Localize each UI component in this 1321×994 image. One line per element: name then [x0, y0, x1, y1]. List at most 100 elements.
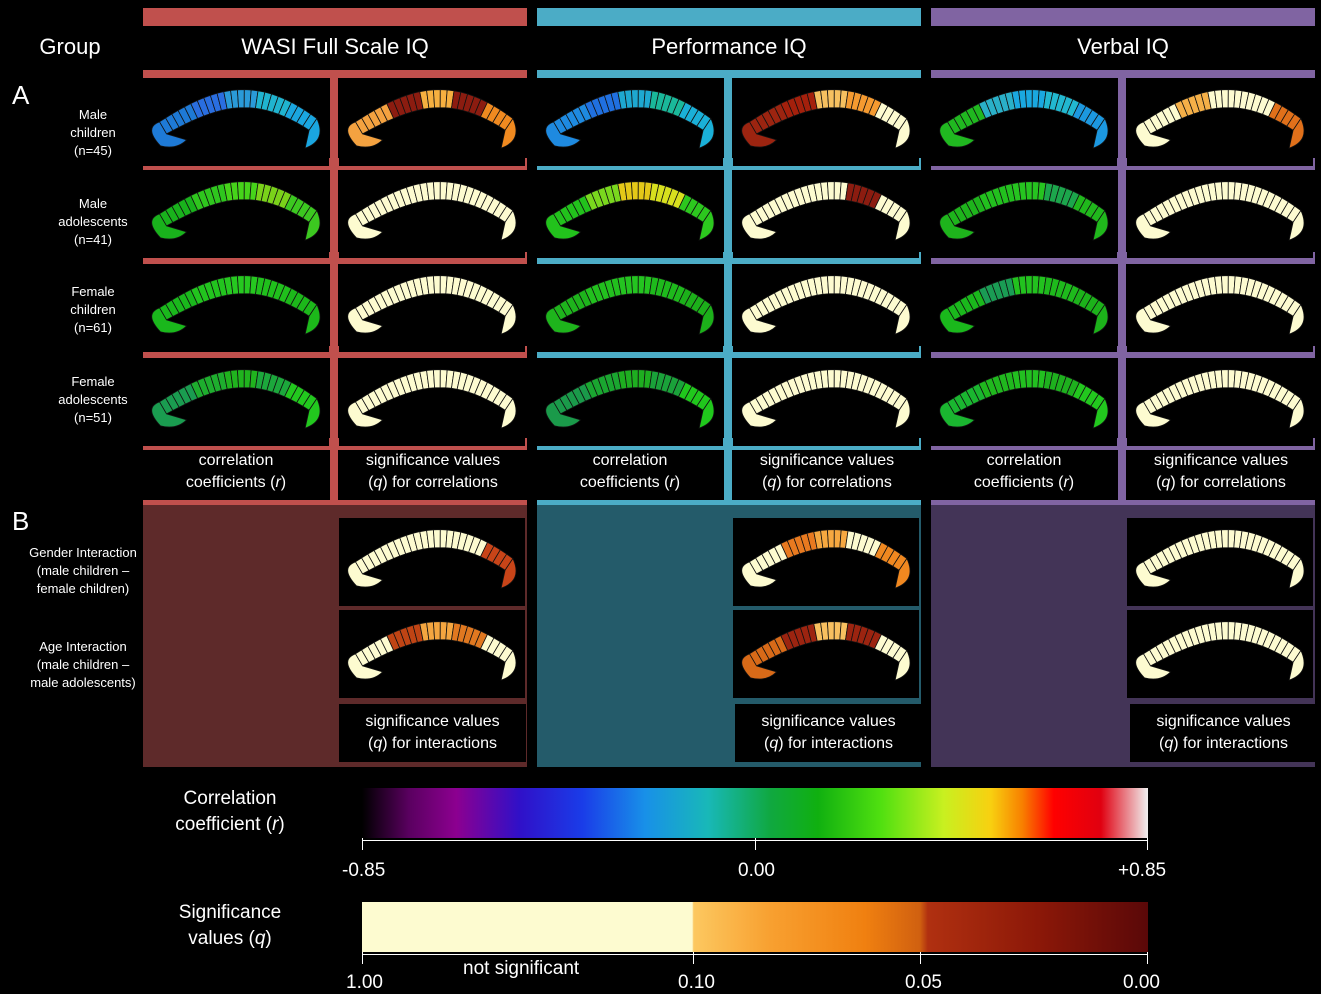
callosum-map-svg [545, 89, 715, 149]
callosum-map-svg [347, 181, 517, 241]
age-interaction-map [1127, 610, 1313, 698]
caption-text: ) for interactions [1173, 735, 1288, 752]
caption-line: correlation [986, 452, 1062, 469]
group-label-line: (n=61) [74, 320, 112, 335]
group-label-line: Age Interaction [39, 639, 127, 654]
callosum-splenium [151, 121, 188, 148]
callosum-segment [1221, 181, 1229, 201]
legend-r-colorbar [362, 788, 1148, 838]
column-title-piq: Performance IQ [651, 34, 807, 59]
caption-text: ) for interactions [778, 735, 893, 752]
legend-r-title: Correlation coefficient (r) [140, 786, 320, 838]
callosum-genu [894, 557, 911, 589]
caption-interaction-viq: significance values (q) for interactions [1130, 704, 1317, 762]
callosum-segment [631, 89, 639, 109]
caption-text: ) for interactions [382, 735, 497, 752]
caption-q-piq: significance values (q) for correlations [732, 450, 922, 494]
legend-q-tick-mark [362, 952, 363, 964]
legend-q-note: not significant [463, 958, 580, 979]
caption-line: (q) for correlations [338, 472, 528, 494]
callosum-segment [827, 621, 835, 641]
callosum-genu [500, 303, 517, 335]
callosum-map-svg [1135, 621, 1305, 681]
callosum-segment [433, 621, 441, 641]
caption-symbol: q [1161, 474, 1171, 491]
gender-interaction-map [339, 518, 525, 606]
significance-map [733, 264, 919, 352]
callosum-splenium [1135, 561, 1172, 588]
legend-r-tick-mark [755, 838, 756, 850]
callosum-genu [500, 557, 517, 589]
callosum-splenium [939, 401, 976, 428]
caption-text: ( [368, 735, 374, 752]
group-label-line: (n=51) [74, 410, 112, 425]
section-b-letter: B [12, 506, 30, 536]
callosum-segment [433, 181, 441, 201]
caption-text: ( [764, 735, 770, 752]
significance-map [339, 264, 525, 352]
caption-symbol: q [1164, 735, 1174, 752]
caption-line: (q) for interactions [735, 733, 922, 755]
callosum-segment [433, 369, 441, 389]
caption-line: coefficients (r) [537, 472, 723, 494]
caption-symbol: r [1063, 474, 1069, 491]
callosum-splenium [347, 307, 384, 334]
callosum-genu [1092, 117, 1109, 149]
callosum-map-svg [347, 369, 517, 429]
callosum-map-svg [347, 529, 517, 589]
legend-r-tick-mark [362, 838, 363, 850]
age-interaction-map [339, 610, 525, 698]
caption-text: coefficients ( [973, 474, 1064, 491]
callosum-genu [304, 117, 321, 149]
callosum-segment [827, 275, 835, 295]
caption-symbol: r [669, 474, 675, 491]
legend-q-tick-mark [1147, 952, 1148, 964]
callosum-genu [698, 117, 715, 149]
callosum-segment [1221, 275, 1229, 295]
caption-q-viq: significance values (q) for correlations [1126, 450, 1316, 494]
correlation-map [931, 170, 1117, 258]
callosum-map-svg [151, 181, 321, 241]
callosum-map-svg [347, 621, 517, 681]
callosum-genu [894, 117, 911, 149]
callosum-splenium [545, 121, 582, 148]
correlation-map [143, 358, 329, 446]
callosum-segment [237, 275, 245, 295]
correlation-map [143, 170, 329, 258]
caption-text: coefficients ( [185, 474, 276, 491]
group-label-line: (male children – [36, 563, 130, 578]
significance-map [733, 170, 919, 258]
group-label-line: male adolescents) [30, 675, 136, 690]
legend-q-colorbar [362, 902, 1148, 952]
callosum-segment [631, 181, 639, 201]
significance-map [339, 170, 525, 258]
significance-map [1127, 170, 1313, 258]
legend-q-tick-mark [920, 952, 921, 964]
callosum-splenium [741, 307, 778, 334]
correlation-map [931, 78, 1117, 166]
callosum-segment [631, 275, 639, 295]
callosum-map-svg [939, 369, 1109, 429]
caption-text: ) [674, 474, 681, 491]
section-a-letter: A [12, 80, 30, 110]
gender-interaction-map [733, 518, 919, 606]
callosum-map-svg [545, 275, 715, 335]
group-label-line: adolescents [58, 392, 128, 407]
callosum-genu [1092, 397, 1109, 429]
correlation-map [537, 264, 723, 352]
callosum-genu [500, 209, 517, 241]
callosum-map-svg [347, 275, 517, 335]
caption-text: ( [368, 474, 374, 491]
callosum-map-svg [1135, 369, 1305, 429]
callosum-map-svg [741, 369, 911, 429]
callosum-genu [1288, 649, 1305, 681]
callosum-map-svg [939, 275, 1109, 335]
legend-q-tick-2: 0.10 [678, 972, 715, 993]
caption-symbol: r [275, 474, 281, 491]
correlation-map [143, 78, 329, 166]
callosum-genu [304, 303, 321, 335]
callosum-splenium [545, 307, 582, 334]
caption-line: significance values [365, 452, 501, 469]
callosum-map-svg [545, 181, 715, 241]
callosum-map-svg [347, 89, 517, 149]
